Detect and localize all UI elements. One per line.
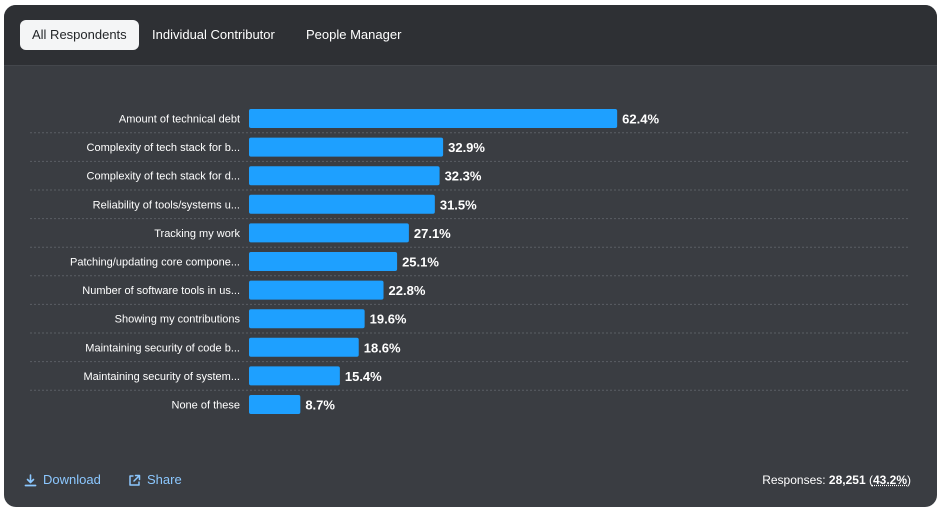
bar[interactable]: [249, 366, 340, 386]
category-label: Complexity of tech stack for b...: [87, 142, 240, 154]
download-icon: [24, 473, 37, 486]
value-label: 25.1%: [402, 255, 439, 270]
value-label: 62.4%: [622, 112, 659, 127]
tab-all-respondents[interactable]: All Respondents: [20, 20, 139, 50]
responses-count: 28,251: [828, 473, 866, 487]
bar-chart: Amount of technical debt 62.4% Complexity …: [30, 109, 910, 414]
value-label: 8.7%: [305, 398, 335, 413]
value-label: 15.4%: [345, 369, 382, 384]
bar[interactable]: [249, 309, 365, 329]
category-label: Maintaining security of code b...: [85, 342, 240, 354]
bar[interactable]: [249, 252, 398, 271]
value-label: 32.3%: [445, 169, 482, 184]
category-label: Patching/updating core compone...: [70, 257, 240, 269]
bar[interactable]: [249, 337, 359, 357]
bar[interactable]: [249, 223, 409, 243]
responses-percentage[interactable]: 43.2%: [872, 473, 907, 487]
bar[interactable]: [249, 395, 301, 414]
bar[interactable]: [249, 280, 384, 300]
bar[interactable]: [249, 194, 435, 214]
responses-close-paren: ): [907, 473, 911, 487]
share-icon: [129, 474, 141, 486]
bar[interactable]: [249, 109, 618, 128]
download-label: Download: [43, 472, 101, 487]
tab-individual-contributor[interactable]: Individual Contributor: [152, 27, 275, 42]
bar[interactable]: [249, 137, 444, 157]
bar[interactable]: [249, 166, 440, 186]
share-label: Share: [147, 472, 182, 487]
value-label: 22.8%: [389, 283, 426, 298]
share-button[interactable]: Share: [128, 471, 182, 489]
value-label: 19.6%: [370, 312, 407, 327]
value-label: 32.9%: [448, 140, 485, 155]
category-label: Showing my contributions: [115, 314, 241, 326]
category-label: None of these: [172, 400, 241, 412]
category-label: Tracking my work: [154, 228, 240, 240]
category-label: Complexity of tech stack for d...: [87, 171, 240, 183]
tab-people-manager[interactable]: People Manager: [306, 27, 402, 42]
responses-open-paren: (: [868, 473, 873, 487]
category-label: Number of software tools in us...: [82, 285, 240, 297]
value-label: 18.6%: [364, 340, 401, 355]
category-label: Reliability of tools/systems u...: [93, 199, 240, 211]
category-label: Maintaining security of system...: [83, 371, 240, 383]
responses-summary: Responses: 28,251 (43.2%): [762, 471, 911, 489]
responses-prefix: Responses:: [762, 473, 826, 487]
value-label: 27.1%: [414, 226, 451, 241]
chart-card: All Respondents Individual Contributor P…: [4, 5, 937, 507]
category-label: Amount of technical debt: [119, 114, 240, 126]
value-label: 31.5%: [440, 197, 477, 212]
respondent-tabs: All Respondents Individual Contributor P…: [4, 5, 937, 66]
download-button[interactable]: Download: [24, 471, 101, 489]
